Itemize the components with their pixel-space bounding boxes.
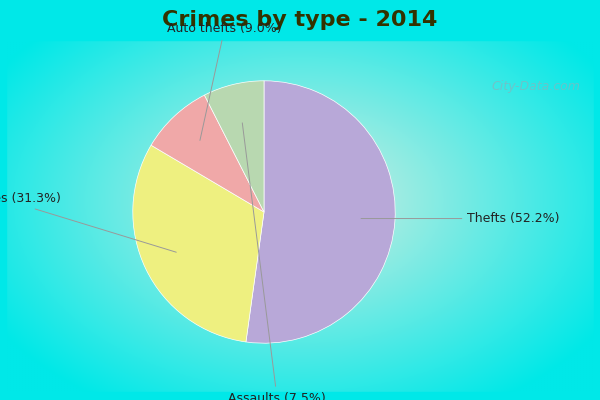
Bar	[0, 0, 6, 400]
Text: Crimes by type - 2014: Crimes by type - 2014	[163, 10, 437, 30]
Text: Auto thefts (9.0%): Auto thefts (9.0%)	[167, 22, 282, 140]
Wedge shape	[205, 81, 264, 212]
Wedge shape	[151, 95, 264, 212]
Text: Thefts (52.2%): Thefts (52.2%)	[361, 212, 560, 225]
Text: Burglaries (31.3%): Burglaries (31.3%)	[0, 192, 176, 252]
Wedge shape	[133, 145, 264, 342]
Text: City-Data.com: City-Data.com	[491, 80, 580, 93]
Bar	[594, 0, 600, 400]
Wedge shape	[246, 81, 395, 343]
Bar	[0, 392, 600, 400]
Text: Assaults (7.5%): Assaults (7.5%)	[228, 123, 326, 400]
Bar	[0, 0, 600, 40]
